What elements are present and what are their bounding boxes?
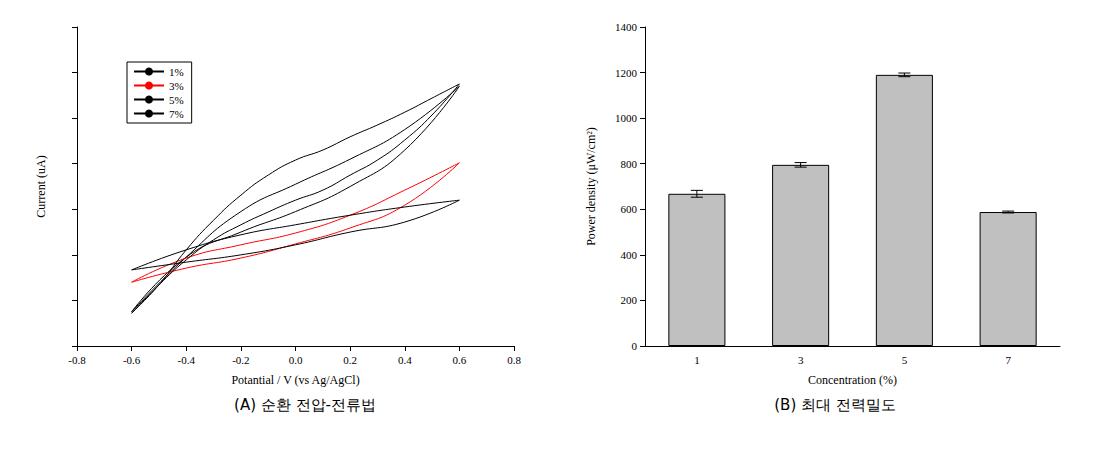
svg-text:-0.6: -0.6 <box>123 354 141 366</box>
svg-text:(B) 최대 전력밀도: (B) 최대 전력밀도 <box>774 396 896 414</box>
svg-text:5: 5 <box>902 354 908 366</box>
svg-text:Current (uA): Current (uA) <box>34 155 48 217</box>
svg-text:3: 3 <box>798 354 804 366</box>
svg-text:5%: 5% <box>169 94 184 106</box>
svg-text:400: 400 <box>621 249 638 261</box>
svg-text:1400: 1400 <box>615 21 638 33</box>
svg-text:1000: 1000 <box>615 112 638 124</box>
svg-text:Concentration (%): Concentration (%) <box>808 373 897 387</box>
svg-text:0.2: 0.2 <box>343 354 357 366</box>
svg-text:Potantial / V (vs Ag/AgCl): Potantial / V (vs Ag/AgCl) <box>231 373 359 387</box>
svg-text:3%: 3% <box>169 80 184 92</box>
svg-text:Power density (μW/cm²): Power density (μW/cm²) <box>584 127 598 246</box>
svg-text:0: 0 <box>632 340 638 352</box>
svg-text:1: 1 <box>694 354 700 366</box>
svg-text:600: 600 <box>621 203 638 215</box>
svg-text:1%: 1% <box>169 66 184 78</box>
svg-text:800: 800 <box>621 158 638 170</box>
svg-text:0.4: 0.4 <box>398 354 412 366</box>
svg-text:7: 7 <box>1005 354 1011 366</box>
svg-text:0.8: 0.8 <box>507 354 521 366</box>
svg-text:-0.8: -0.8 <box>68 354 86 366</box>
svg-text:7%: 7% <box>169 108 184 120</box>
svg-text:0.0: 0.0 <box>289 354 303 366</box>
svg-text:1200: 1200 <box>615 67 638 79</box>
svg-text:-0.4: -0.4 <box>178 354 196 366</box>
svg-text:-0.2: -0.2 <box>232 354 249 366</box>
svg-text:(A) 순환 전압-전류법: (A) 순환 전압-전류법 <box>234 396 376 414</box>
svg-text:200: 200 <box>621 294 638 306</box>
svg-text:0.6: 0.6 <box>453 354 467 366</box>
